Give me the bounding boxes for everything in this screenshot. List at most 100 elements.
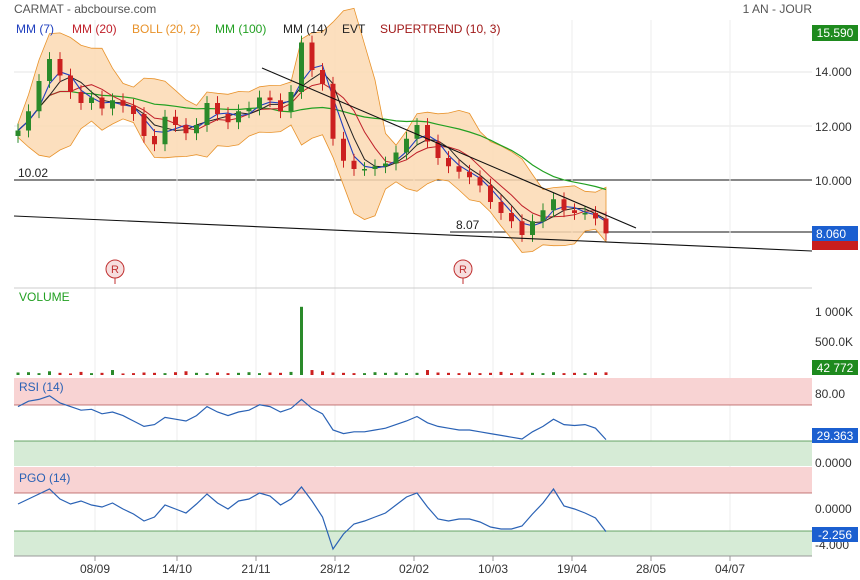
- volume-bar: [111, 370, 114, 375]
- price-tick-12: 12.000: [815, 120, 852, 134]
- volume-bar: [489, 372, 492, 375]
- candle-body: [120, 100, 126, 106]
- candle-body: [383, 163, 388, 167]
- price-axis: 14.000 12.000 10.000: [815, 65, 852, 188]
- candle-body: [215, 103, 220, 114]
- event-marker-1[interactable]: R: [105, 259, 125, 284]
- volume-bar: [300, 306, 303, 375]
- candle-body: [15, 130, 21, 136]
- candle-body: [236, 111, 241, 123]
- level-label-1002: 10.02: [18, 166, 48, 180]
- event-marker-label: R: [459, 264, 467, 276]
- candle-body: [131, 105, 136, 114]
- x-tick-label: 21/11: [241, 562, 270, 576]
- legend: MM (7) MM (20) BOLL (20, 2) MM (100) MM …: [16, 22, 500, 36]
- rsi-line: [17, 395, 607, 441]
- volume-bar: [562, 373, 566, 375]
- volume-bar: [247, 372, 251, 375]
- candle-body: [36, 81, 42, 112]
- candle-body: [204, 103, 210, 125]
- volume-bar: [363, 373, 366, 375]
- candle-body: [341, 138, 346, 161]
- legend-mm7: MM (7): [16, 22, 54, 36]
- candle-body: [393, 152, 399, 164]
- price-tick-10: 10.000: [815, 174, 852, 188]
- volume-bar: [520, 372, 524, 375]
- volume-bar: [583, 373, 587, 375]
- volume-bar: [79, 371, 83, 375]
- event-marker-circle: [453, 259, 473, 279]
- x-axis: 08/09 14/10 21/11 28/12 02/02 10/03 19/04 28/05…: [14, 555, 812, 576]
- legend-mm14: MM (14): [283, 22, 328, 36]
- mm100-line: [17, 90, 607, 191]
- volume-bar: [142, 372, 146, 375]
- volume-bar: [394, 372, 398, 375]
- candle-body: [467, 171, 472, 178]
- pgo-label: PGO (14): [19, 471, 70, 485]
- volume-bar: [153, 372, 156, 375]
- volume-bar: [27, 372, 30, 375]
- event-marker-circle: [105, 259, 125, 279]
- event-marker-2[interactable]: R: [453, 259, 473, 284]
- top-price-badge: [812, 25, 858, 41]
- x-tick-label: 04/07: [715, 562, 745, 576]
- volume-bar: [69, 373, 72, 375]
- legend-mm100: MM (100): [215, 22, 266, 36]
- candle-body: [414, 125, 420, 139]
- rsi-last-value: 29.363: [817, 429, 854, 443]
- price-tick-14: 14.000: [815, 65, 852, 79]
- volume-bar: [510, 373, 513, 375]
- candle-body: [257, 97, 262, 109]
- candles: [15, 35, 609, 242]
- candle-body: [498, 202, 504, 213]
- volume-bar: [541, 373, 545, 375]
- volume-bar: [121, 373, 125, 375]
- chart-period: 1 AN - JOUR: [743, 2, 813, 16]
- candle-body: [488, 185, 493, 202]
- volume-bar: [426, 370, 429, 375]
- volume-tick-500k: 500.0K: [815, 335, 853, 349]
- candle-body: [425, 125, 430, 142]
- last-price-value: 8.060: [816, 227, 846, 241]
- pgo-last-value: -2.256: [818, 528, 852, 542]
- candle-body: [572, 210, 577, 213]
- candle-body: [330, 83, 336, 139]
- volume-bar: [58, 372, 62, 375]
- volume-bar: [195, 372, 198, 375]
- pgo-badge: [812, 527, 858, 542]
- candle-body: [372, 166, 378, 169]
- candle-body: [446, 158, 451, 167]
- volume-bar: [163, 373, 167, 375]
- candle-body: [141, 114, 147, 136]
- candle-body: [267, 97, 273, 101]
- volume-label: VOLUME: [19, 290, 70, 304]
- x-tick-label: 28/12: [320, 562, 350, 576]
- candle-body: [99, 97, 105, 109]
- volume-bar: [405, 373, 408, 375]
- level-label-807: 8.07: [456, 218, 480, 232]
- volume-bar: [37, 373, 41, 375]
- candle-body: [456, 166, 462, 172]
- volume-bar: [216, 372, 219, 375]
- volume-bar: [342, 372, 345, 375]
- volume-bar: [132, 373, 135, 375]
- candle-body: [57, 59, 63, 76]
- volume-bar: [331, 372, 335, 375]
- x-tick-label: 14/10: [162, 562, 192, 576]
- volume-bar: [478, 373, 482, 375]
- candle-body: [278, 100, 283, 112]
- legend-boll: BOLL (20, 2): [132, 22, 200, 36]
- candle-body: [320, 70, 325, 84]
- candle-body: [299, 42, 304, 92]
- volume-bar: [604, 372, 608, 375]
- volume-bar: [289, 371, 293, 375]
- volume-bar: [384, 372, 387, 375]
- candle-body: [582, 213, 588, 215]
- candle-body: [519, 221, 525, 235]
- top-price-value: 15.590: [817, 26, 854, 40]
- volume-bar: [268, 372, 272, 375]
- x-tick-label: 19/04: [557, 562, 587, 576]
- volume-bar: [457, 373, 461, 375]
- candle-body: [309, 42, 315, 70]
- candle-body: [246, 108, 252, 112]
